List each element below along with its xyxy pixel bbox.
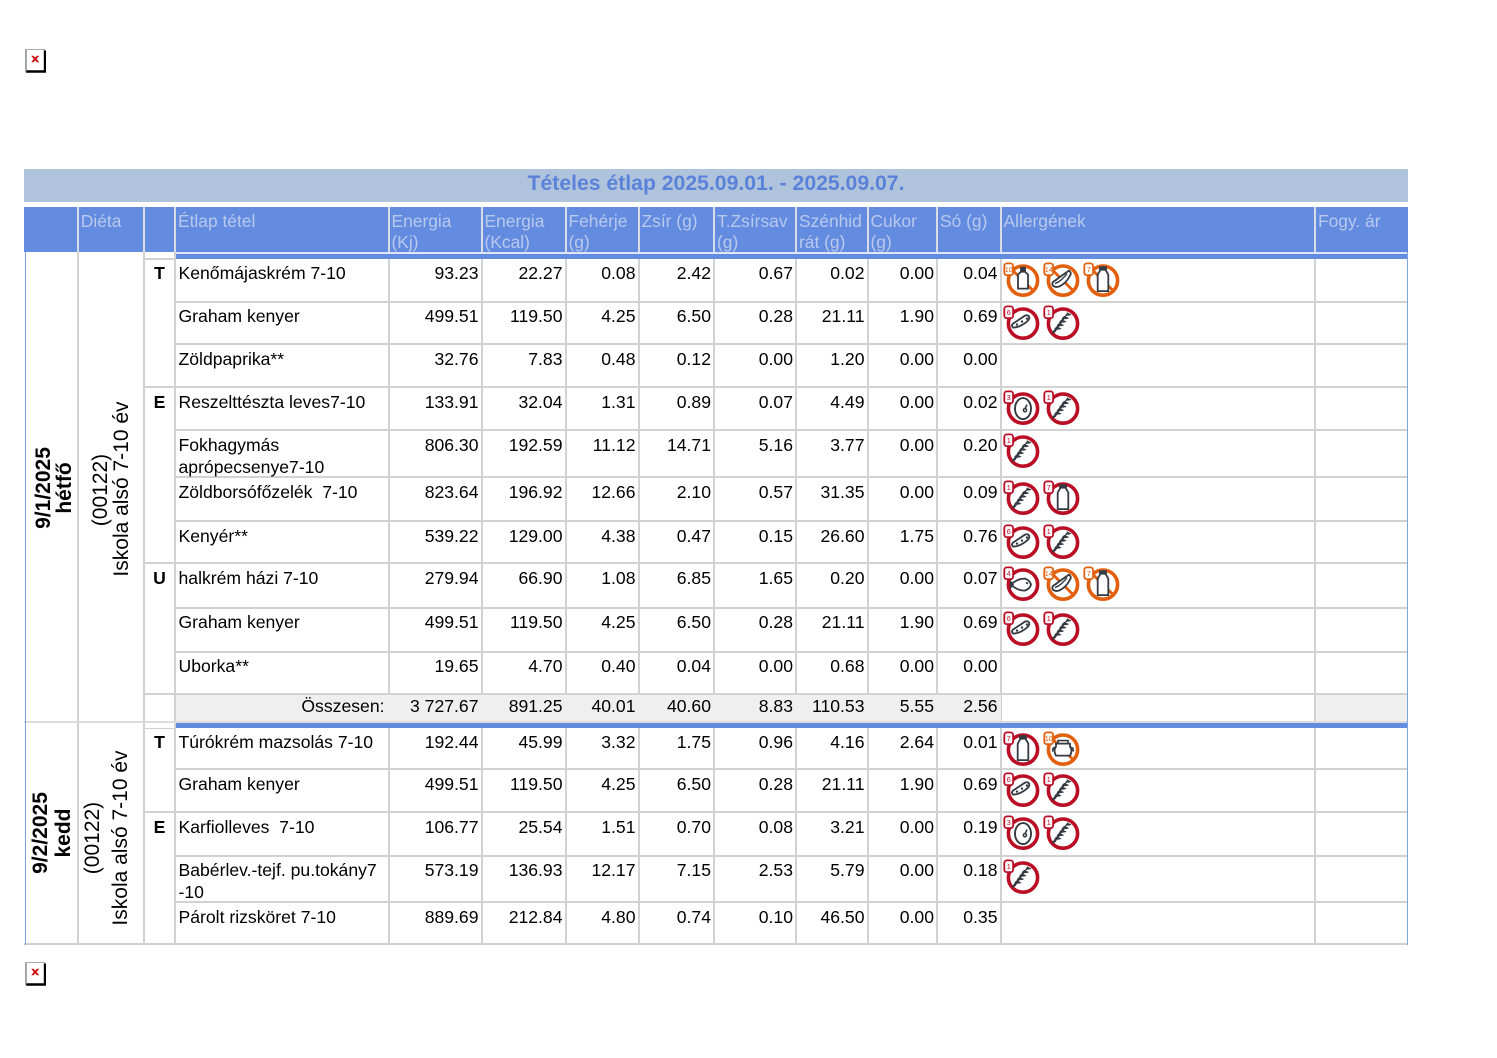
svg-text:10: 10 [1044,734,1052,743]
svg-text:7: 7 [1046,483,1050,492]
svg-text:1: 1 [1046,527,1050,536]
svg-text:1: 1 [1046,308,1050,317]
svg-text:6: 6 [1006,775,1010,784]
svg-text:1: 1 [1046,394,1050,403]
svg-text:4: 4 [1006,569,1010,578]
svg-text:1: 1 [1046,775,1050,784]
svg-text:1: 1 [1006,436,1010,445]
svg-text:1: 1 [1006,483,1010,492]
svg-text:7: 7 [1086,569,1090,578]
svg-text:14: 14 [1044,569,1052,578]
svg-text:1: 1 [1046,614,1050,623]
svg-text:3: 3 [1006,394,1010,403]
svg-text:1: 1 [1046,819,1050,828]
svg-text:1: 1 [1006,862,1010,871]
svg-text:7: 7 [1006,734,1010,743]
svg-text:7: 7 [1086,265,1090,274]
svg-text:6: 6 [1006,527,1010,536]
svg-text:10: 10 [1004,265,1012,274]
svg-text:6: 6 [1006,308,1010,317]
svg-text:3: 3 [1006,819,1010,828]
svg-text:14: 14 [1044,265,1052,274]
svg-text:6: 6 [1006,614,1010,623]
